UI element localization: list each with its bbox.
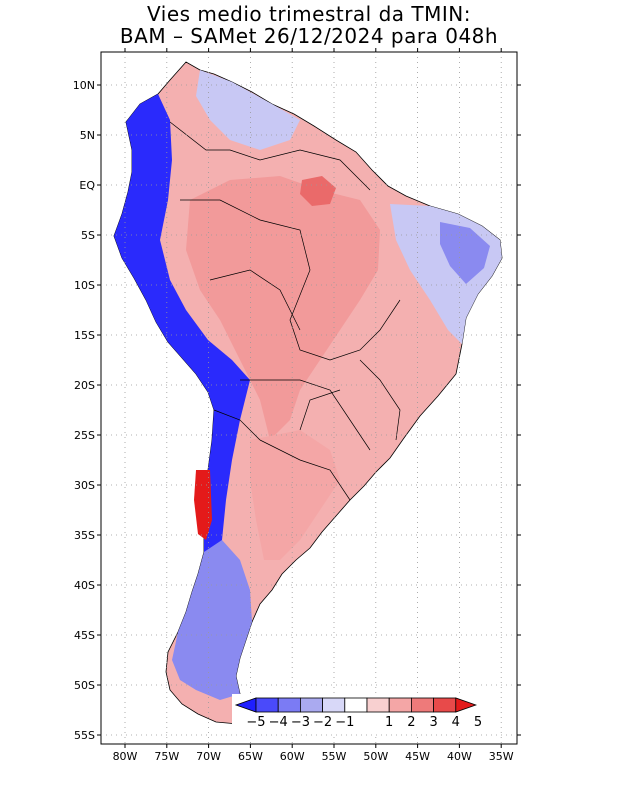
map-title-line2: BAM – SAMet 26/12/2024 para 048h (119, 24, 499, 48)
lat-tick-label: 20S (74, 379, 95, 392)
negative-bias-andes (114, 94, 250, 560)
lon-tick-label: 60W (280, 750, 305, 763)
bias-field (113, 61, 503, 725)
colorbar-swatch (255, 697, 279, 713)
colorbar-swatch (277, 697, 301, 713)
map-title-line1: Vies medio trimestral da TMIN: (147, 2, 471, 26)
colorbar-label: −5 (246, 715, 265, 730)
colorbar-swatch (433, 697, 457, 713)
colorbar-label: 4 (452, 715, 460, 730)
lat-tick-label: 5S (81, 229, 95, 242)
lon-tick-label: 50W (363, 750, 388, 763)
lon-tick-label: 55W (322, 750, 347, 763)
lon-tick-label: 35W (489, 750, 514, 763)
colorbar: −5 −4 −3 −2 −1 1 2 3 4 5 (232, 694, 482, 734)
lat-tick-label: 50S (74, 679, 95, 692)
negative-bias-patagonia (172, 540, 252, 700)
positive-bias-hotspot-north (300, 176, 336, 206)
colorbar-label: −1 (335, 715, 354, 730)
colorbar-swatch (366, 697, 390, 713)
colorbar-swatch (388, 697, 412, 713)
graticule (101, 52, 517, 744)
positive-bias-core-amazon (186, 176, 380, 440)
longitude-axis: 80W 75W 70W 65W 60W 55W 50W 45W 40W 35W (113, 48, 514, 763)
negative-bias-north-coast (196, 70, 300, 150)
colorbar-label: −2 (313, 715, 332, 730)
lat-tick-label: 30S (74, 479, 95, 492)
lat-tick-label: 5N (80, 129, 95, 142)
lon-tick-label: 70W (196, 750, 221, 763)
lat-tick-label: 10S (74, 279, 95, 292)
lon-tick-label: 75W (154, 750, 179, 763)
lat-tick-label: 10N (73, 79, 95, 92)
colorbar-label: 3 (429, 715, 437, 730)
lat-tick-label: 15S (74, 329, 95, 342)
country-borders (169, 121, 401, 501)
lon-tick-label: 65W (238, 750, 263, 763)
colorbar-label: −3 (291, 715, 310, 730)
lat-tick-label: 55S (74, 729, 95, 742)
colorbar-swatch (299, 697, 323, 713)
lon-tick-label: 45W (405, 750, 430, 763)
lat-tick-label: 25S (74, 429, 95, 442)
lat-tick-label: 35S (74, 529, 95, 542)
lat-tick-label: 40S (74, 579, 95, 592)
colorbar-arrow-high (455, 697, 478, 713)
colorbar-label: 1 (385, 715, 393, 730)
lon-tick-label: 80W (113, 750, 138, 763)
colorbar-swatch (410, 697, 434, 713)
positive-bias-argentina (250, 430, 340, 560)
colorbar-label: −4 (269, 715, 288, 730)
colorbar-swatch (322, 697, 346, 713)
colorbar-label: 5 (474, 715, 482, 730)
latitude-axis: 10N 5N EQ 5S 10S 15S 20S 25S 30S 35S 40S 45S 50S 55S (73, 79, 521, 742)
colorbar-swatch (344, 697, 368, 713)
colorbar-label: 2 (407, 715, 415, 730)
positive-bias-chile-coast (194, 470, 212, 540)
lat-tick-label: EQ (79, 179, 95, 192)
lat-tick-label: 45S (74, 629, 95, 642)
negative-bias-northeast-core (440, 222, 490, 284)
lon-tick-label: 40W (447, 750, 472, 763)
